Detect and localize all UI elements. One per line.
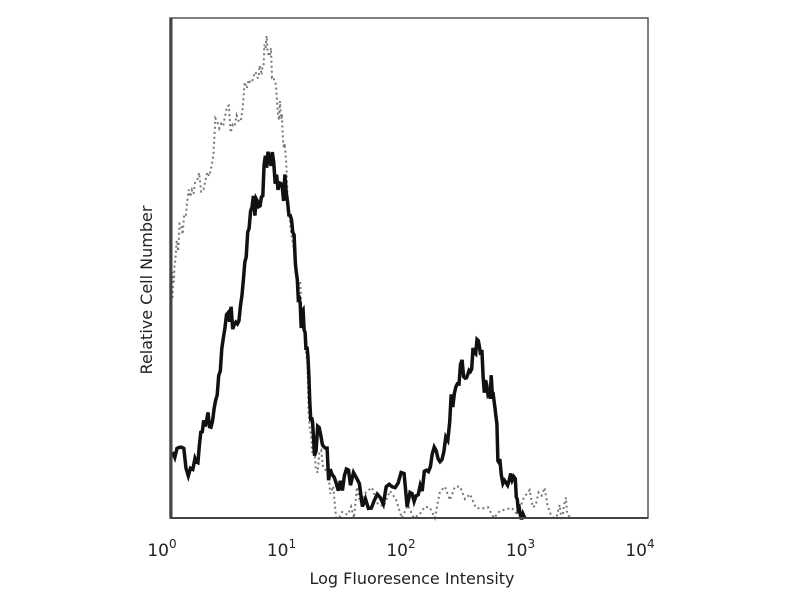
x-tick-label: 100 (147, 537, 176, 561)
x-tick-label: 103 (506, 537, 535, 561)
x-tick-label: 104 (625, 537, 654, 561)
isotype-dotted-series (171, 35, 572, 522)
x-tick-labels: 100 101 102 103 104 (147, 537, 654, 561)
plot-frame (169, 17, 649, 519)
x-tick-label: 102 (386, 537, 415, 561)
y-axis-label: Relative Cell Number (137, 205, 156, 374)
series-layer (170, 35, 572, 522)
x-axis-label: Log Fluoresence Intensity (310, 569, 515, 588)
sample-solid-series (170, 151, 527, 520)
x-tick-label: 101 (267, 537, 296, 561)
